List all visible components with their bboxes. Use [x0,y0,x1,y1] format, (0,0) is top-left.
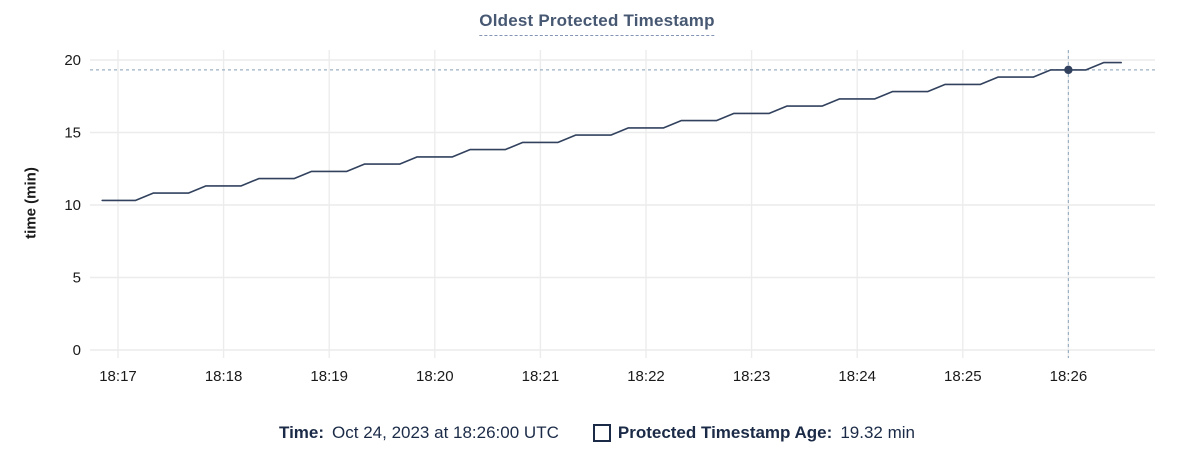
y-tick-label: 15 [64,125,81,142]
legend-series-checkbox[interactable] [592,424,611,442]
x-tick-label: 18:24 [838,368,876,385]
y-tick-label: 0 [73,342,81,359]
hover-marker [1064,65,1073,75]
x-tick-label: 18:25 [944,368,982,385]
chart-title[interactable]: Oldest Protected Timestamp [479,11,715,36]
x-tick-label: 18:26 [1050,368,1088,385]
x-tick-label: 18:20 [416,368,454,385]
y-tick-label: 5 [73,270,81,287]
x-tick-label: 18:22 [627,368,665,385]
y-tick-label: 10 [64,197,81,214]
legend-time-value: Oct 24, 2023 at 18:26:00 UTC [332,423,559,442]
legend-time-label: Time: [279,423,325,442]
legend-series-label: Protected Timestamp Age: [617,423,833,442]
legend-series-value: 19.32 min [840,423,915,442]
x-tick-label: 18:21 [522,368,560,385]
x-tick-label: 18:19 [310,368,348,385]
y-tick-label: 20 [64,52,81,69]
chart-plot[interactable]: 0 5 10 15 20 18:17 18:18 18:19 18:20 18:21 18:22 18… [0,0,1194,400]
chart-legend: Time: Oct 24, 2023 at 18:26:00 UTC Prote… [0,420,1194,446]
series-line [101,61,1122,202]
x-tick-label: 18:23 [733,368,771,385]
x-tick-label: 18:17 [99,368,137,385]
x-tick-label: 18:18 [205,368,243,385]
